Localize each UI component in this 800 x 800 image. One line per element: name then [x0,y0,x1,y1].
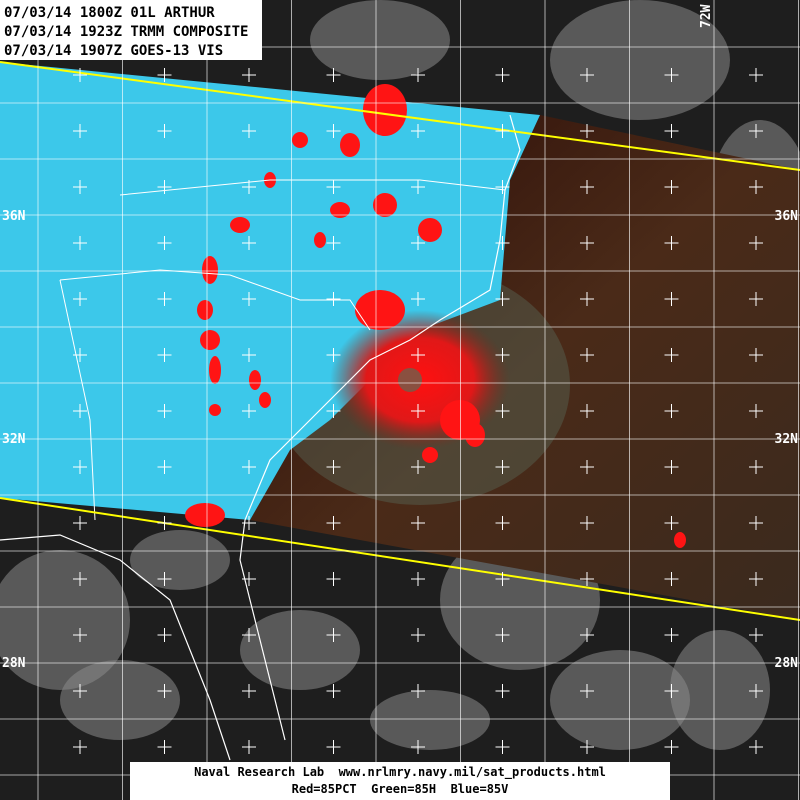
header-line: 07/03/14 1907Z GOES-13 VIS [4,43,223,59]
rain-cell [292,132,308,148]
cloud [60,660,180,740]
footer-line: Naval Research Lab www.nrlmry.navy.mil/s… [194,765,606,780]
rain-cell [363,84,407,136]
rain-cell [674,532,686,548]
rain-cell [330,202,350,218]
rain-cell [355,290,405,330]
rain-cell [418,218,442,242]
state-border [59,269,371,331]
swath-edge [0,61,800,171]
footer-line: Red=85PCT Green=85H Blue=85V [292,782,509,796]
rain-cell [249,370,261,390]
coastline [0,534,231,761]
rain-cell [314,232,326,248]
rain-cell [202,256,218,284]
cloud [550,0,730,120]
cloud [670,630,770,750]
rain-cell [200,330,220,350]
header-line: 07/03/14 1800Z 01L ARTHUR [4,5,215,21]
cloud [310,0,450,80]
header-line: 07/03/14 1923Z TRMM COMPOSITE [4,24,248,40]
rain-cell [373,193,397,217]
cloud [240,610,360,690]
swath-edge [0,497,800,621]
rain-cell [422,447,438,463]
cloud [550,650,690,750]
rain-cell [259,392,271,408]
header-box [0,0,262,60]
rain-cell [465,423,485,447]
rain-cell [209,404,221,416]
rain-cell [340,133,360,157]
eye [398,368,422,392]
rain-cell [197,300,213,320]
rain-cell [209,356,221,384]
footer-box [130,762,670,800]
lat-label: 32N [775,432,799,447]
lat-label: 36N [775,209,799,224]
rain-cell [185,503,225,527]
cloud [130,530,230,590]
state-border [119,179,506,196]
lat-label: 36N [2,209,26,224]
land-swath [0,62,540,520]
lat-label: 28N [2,656,26,671]
lon-label: 72W [699,4,714,28]
cloud [0,550,130,690]
rain-cell [230,217,250,233]
lat-label: 32N [2,432,26,447]
lat-label: 28N [775,656,799,671]
cloud [370,690,490,750]
